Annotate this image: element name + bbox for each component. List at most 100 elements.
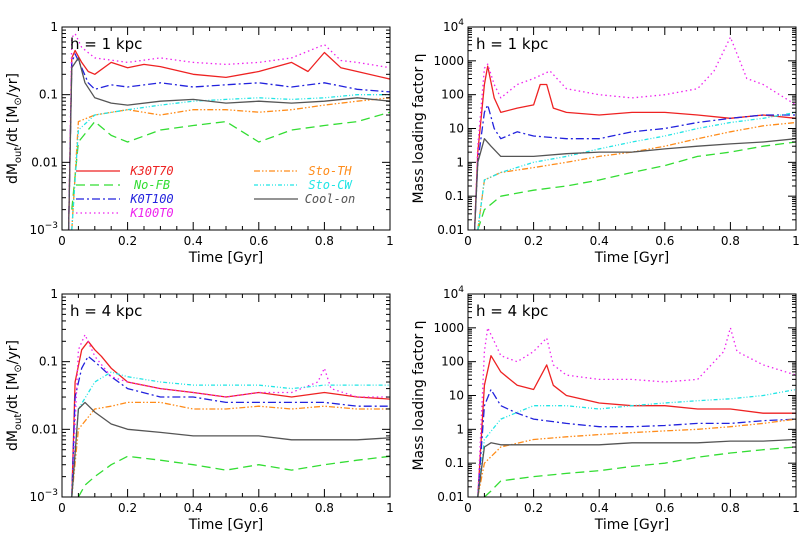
x-axis-label: Time [Gyr]	[594, 250, 670, 266]
series-line-cool-on	[477, 438, 796, 497]
x-tick-label: 0	[464, 501, 472, 515]
y-tick-label: 1000	[433, 321, 464, 335]
series-line-no-fb	[77, 455, 390, 497]
series-line-k30t70	[473, 65, 796, 230]
series-group	[473, 36, 796, 230]
x-tick-label: 0.4	[184, 234, 203, 248]
x-tick-label: 1	[386, 501, 394, 515]
y-axis-label: Mass loading factor η	[411, 320, 427, 470]
legend-label: No-FB	[133, 178, 170, 192]
plot-frame	[61, 293, 391, 498]
panel-4: 0 0.2 0.4 0.6 0.8 1 0.01 0.1 1 10 100 1000 104 Time […	[411, 285, 800, 533]
series-line-cool-on	[473, 138, 796, 230]
x-tick-label: 0.8	[315, 501, 334, 515]
y-tick-label: 104	[443, 285, 464, 301]
series-line-k100t0	[473, 36, 796, 230]
series-group	[477, 327, 796, 497]
series-line-sto-cw	[477, 111, 796, 230]
y-tick-label: 0.1	[39, 355, 58, 369]
series-line-sto-th	[477, 121, 796, 230]
series-line-no-fb	[71, 111, 390, 210]
series-line-k100t0	[477, 327, 796, 497]
y-tick-label: 100	[441, 355, 464, 369]
x-tick-label: 0.2	[118, 501, 137, 515]
series-group	[67, 32, 390, 230]
y-tick-label: 100	[441, 88, 464, 102]
legend-label: Sto-CW	[308, 178, 353, 192]
x-tick-label: 1	[792, 234, 800, 248]
y-tick-label: 0.01	[31, 155, 58, 169]
legend-label: K100T0	[129, 206, 173, 220]
y-tick-label: 1	[456, 155, 464, 169]
series-line-k0t100	[477, 388, 796, 497]
x-axis-label: Time [Gyr]	[188, 250, 264, 266]
series-line-k30t70	[71, 340, 390, 497]
panel-label: h = 1 kpc	[70, 35, 142, 53]
y-tick-label: 0.1	[445, 189, 464, 203]
series-line-k100t0	[67, 32, 390, 230]
series-line-no-fb	[483, 446, 796, 497]
series-line-cool-on	[67, 57, 390, 230]
panel-2: 0 0.2 0.4 0.6 0.8 1 0.01 0.1 1 10 100 1000 104 Time […	[411, 18, 800, 266]
series-line-sto-th	[71, 97, 390, 230]
x-tick-label: 0.8	[721, 501, 740, 515]
x-tick-label: 0.6	[655, 234, 674, 248]
legend-label: K0T100	[129, 192, 173, 206]
x-tick-label: 0.8	[721, 234, 740, 248]
y-tick-label: 10	[449, 122, 464, 136]
x-tick-label: 0.8	[315, 234, 334, 248]
x-tick-label: 0.4	[590, 234, 609, 248]
x-tick-label: 0.2	[524, 234, 543, 248]
y-tick-label: 0.01	[437, 223, 464, 237]
y-tick-label: 0.01	[31, 422, 58, 436]
y-tick-label: 10−3	[29, 221, 58, 237]
legend-label: Cool-on	[305, 192, 356, 206]
series-group	[71, 334, 390, 497]
series-line-sto-th	[477, 418, 796, 497]
series-line-sto-cw	[71, 94, 390, 230]
x-tick-label: 0.6	[249, 501, 268, 515]
x-tick-label: 0.6	[249, 234, 268, 248]
y-tick-label: 10	[449, 389, 464, 403]
series-line-sto-th	[71, 401, 390, 497]
y-tick-label: 1	[50, 287, 58, 301]
y-tick-label: 10−3	[29, 488, 58, 504]
x-tick-label: 1	[386, 234, 394, 248]
x-tick-label: 0.4	[590, 501, 609, 515]
y-tick-label: 1	[456, 422, 464, 436]
panel-label: h = 4 kpc	[476, 302, 548, 320]
series-line-k30t70	[67, 49, 390, 230]
y-tick-label: 0.01	[437, 490, 464, 504]
y-axis-label: Mass loading factor η	[411, 53, 427, 203]
series-line-k0t100	[67, 53, 390, 230]
y-axis-label: dMout/dt [M⊙/yr]	[5, 73, 24, 184]
series-line-k0t100	[473, 104, 796, 230]
y-tick-label: 0.1	[445, 456, 464, 470]
x-axis-label: Time [Gyr]	[188, 517, 264, 533]
x-tick-label: 0.2	[118, 234, 137, 248]
series-line-sto-cw	[71, 371, 390, 497]
panel-3: 0 0.2 0.4 0.6 0.8 1 10−3 0.01 0.1 1 Time [Gyr] dMou…	[5, 287, 394, 533]
x-tick-label: 0.2	[524, 501, 543, 515]
y-tick-label: 104	[443, 18, 464, 34]
y-tick-label: 1000	[433, 54, 464, 68]
x-tick-label: 0	[464, 234, 472, 248]
panel-label: h = 1 kpc	[476, 35, 548, 53]
legend-label: K30T70	[129, 164, 173, 178]
x-tick-label: 0	[58, 234, 66, 248]
x-tick-label: 0	[58, 501, 66, 515]
y-axis-label: dMout/dt [M⊙/yr]	[5, 340, 24, 451]
panel-label: h = 4 kpc	[70, 302, 142, 320]
series-line-cool-on	[71, 401, 390, 497]
y-tick-label: 0.1	[39, 88, 58, 102]
x-axis-label: Time [Gyr]	[594, 517, 670, 533]
series-line-k30t70	[477, 355, 796, 497]
series-line-k0t100	[71, 355, 390, 497]
y-tick-label: 1	[50, 20, 58, 34]
x-tick-label: 0.4	[184, 501, 203, 515]
series-line-sto-cw	[477, 388, 796, 497]
series-line-k100t0	[71, 334, 390, 497]
panel-1: 0 0.2 0.4 0.6 0.8 1 10−3 0.01 0.1 1 Time [Gyr] dMou…	[5, 20, 394, 266]
